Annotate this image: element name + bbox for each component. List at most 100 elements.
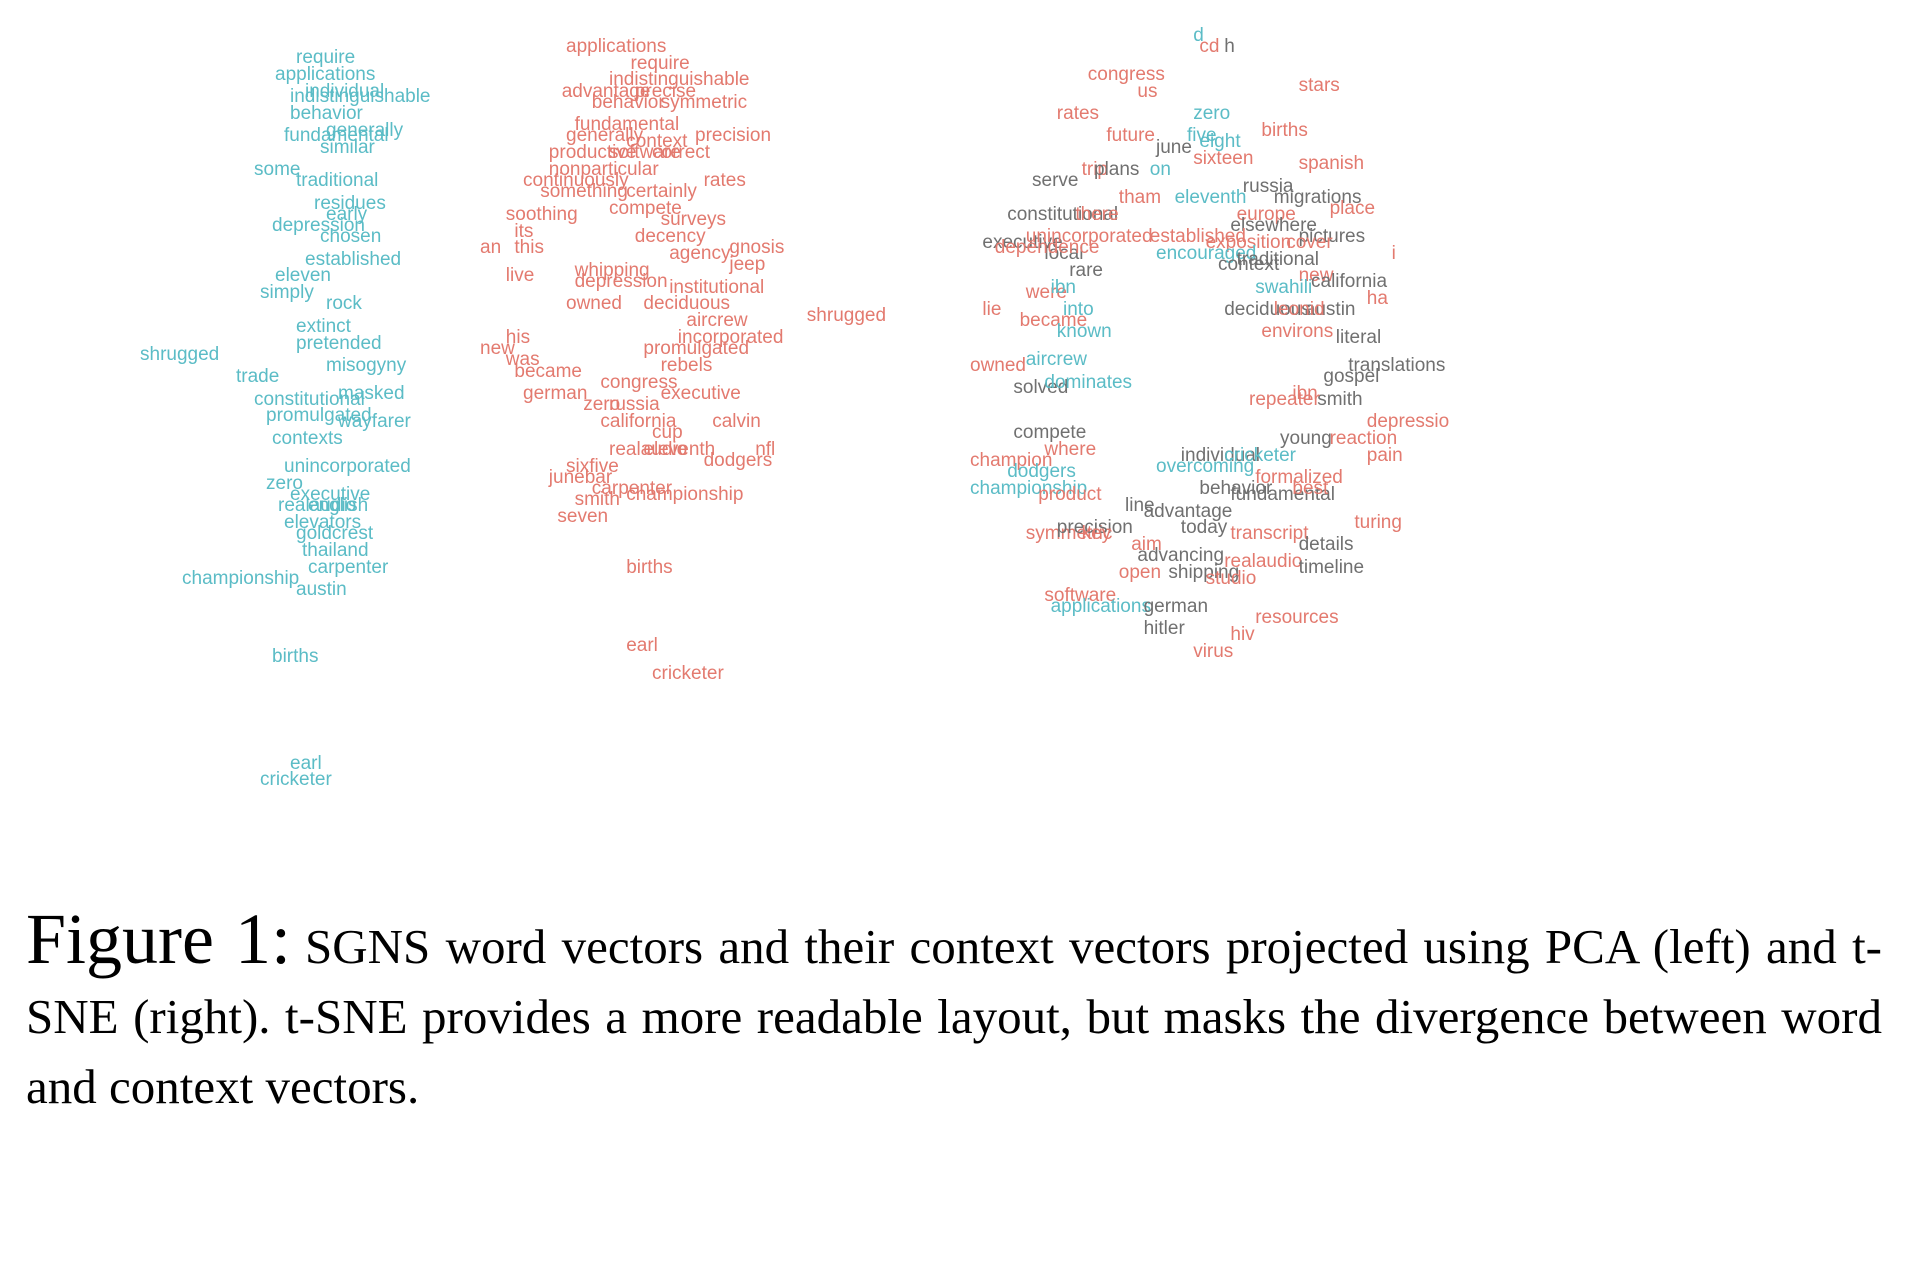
point-label-owned: owned — [566, 293, 622, 315]
point-label-advantage: advantage — [1143, 500, 1233, 522]
point-label-simply: simply — [260, 282, 314, 304]
point-label-aircrew: aircrew — [686, 310, 748, 332]
point-label-precision: precision — [1056, 517, 1133, 539]
point-label-pictures: pictures — [1298, 226, 1366, 248]
point-label-depression: depression — [574, 271, 668, 292]
point-label-indistinguishable: indistinguishable — [290, 86, 431, 108]
point-label-require: require — [296, 47, 356, 68]
point-label-ha: ha — [1366, 287, 1388, 309]
point-label-individual: individual — [305, 80, 385, 102]
point-label-compete: compete — [1013, 422, 1087, 444]
point-label-behavior: behavior — [591, 91, 665, 113]
point-label-fundamental: fundamental — [1230, 483, 1335, 505]
point-label-junebar: junebar — [548, 467, 613, 488]
point-label-known: known — [1056, 321, 1112, 343]
point-label-zero: zero — [583, 394, 621, 416]
point-label-correct: correct — [652, 142, 711, 164]
point-label-deciduous: deciduous — [1224, 299, 1311, 320]
point-label-applications: applications — [1050, 595, 1151, 617]
point-label-five: five — [1187, 125, 1217, 147]
point-label-compete: compete — [609, 198, 682, 220]
point-label-gnosis: gnosis — [729, 237, 785, 259]
point-label-german: german — [523, 383, 588, 404]
point-label-carpenter: carpenter — [308, 556, 389, 578]
point-label-contexts: contexts — [272, 427, 343, 449]
pca-word-vectors-plot: require applications individual indistingui… — [140, 0, 480, 860]
point-label-exposition: exposition — [1205, 231, 1292, 253]
pca-context-vectors-plot: applications require indistinguishable adva… — [480, 0, 950, 860]
point-label-zero: zero — [266, 472, 303, 494]
point-label-key: key — [1081, 523, 1112, 544]
point-label-nonparticular: nonparticular — [548, 159, 659, 180]
point-label-shrugged: shrugged — [140, 343, 220, 365]
point-label-eleventh: eleventh — [643, 439, 716, 460]
point-label-advantage: advantage — [561, 80, 651, 102]
caption-label: Figure 1: — [26, 899, 292, 979]
point-label-english: english — [308, 495, 369, 516]
point-label-where: where — [1044, 439, 1097, 460]
point-label-smith: smith — [1317, 388, 1363, 410]
point-label-agency: agency — [669, 243, 731, 264]
point-label-symmetric: symmetric — [660, 91, 748, 113]
point-label-spanish: spanish — [1298, 153, 1365, 175]
figure-caption: Figure 1: SGNS word vectors and their con… — [26, 903, 1882, 1122]
point-label-institutional: institutional — [669, 276, 765, 298]
point-label-unincorporated: unincorporated — [284, 455, 411, 477]
point-label-whipping: whipping — [574, 259, 650, 281]
point-label-deciduous: deciduous — [643, 293, 731, 315]
point-label-june: june — [1156, 136, 1192, 158]
point-label-realaudio: realaudio — [1224, 551, 1303, 572]
point-label-realaudio: realaudio — [278, 495, 357, 516]
point-label-timeline: timeline — [1298, 556, 1365, 578]
point-label-software: software — [1044, 584, 1117, 606]
point-label-constitutional: constitutional — [254, 388, 365, 410]
point-label-serve: serve — [1032, 170, 1079, 192]
figure-1: require applications individual indistingui… — [140, 0, 1906, 860]
point-label-extinct: extinct — [296, 315, 351, 337]
point-label-swahili: swahili — [1255, 276, 1313, 298]
point-label-behavior: behavior — [290, 103, 363, 124]
point-label-today: today — [1180, 517, 1228, 539]
point-label-hiv: hiv — [1230, 623, 1255, 645]
point-label-aim: aim — [1131, 534, 1162, 556]
point-label-new: new — [1298, 265, 1334, 287]
point-label-open: open — [1118, 562, 1162, 584]
point-label-eight: eight — [1199, 131, 1241, 152]
point-label-rare: rare — [1069, 259, 1103, 281]
point-label-encouraged: encouraged — [1156, 243, 1257, 264]
point-label-promulgated: promulgated — [266, 405, 372, 427]
point-label-dominates: dominates — [1044, 371, 1133, 393]
point-label-plans: plans — [1094, 159, 1140, 180]
point-label-lie: lie — [982, 299, 1002, 320]
point-label-shipping: shipping — [1168, 562, 1240, 584]
point-label-incorporated: incorporated — [677, 327, 784, 348]
point-label-seven: seven — [557, 506, 609, 528]
point-label-births: births — [626, 556, 673, 578]
point-label-traditional: traditional — [296, 170, 379, 192]
point-label-future: future — [1106, 125, 1155, 147]
point-label-resources: resources — [1255, 607, 1339, 628]
point-label-soothing: soothing — [505, 203, 578, 225]
point-label-into: into — [1063, 299, 1094, 320]
point-label-congress: congress — [1087, 63, 1165, 85]
tsne-plot: d cd h congress us stars rates zero births future… — [970, 0, 1906, 860]
point-label-cricketer: cricketer — [260, 769, 332, 791]
point-label-dodgers: dodgers — [703, 450, 773, 472]
point-label-ibn: ibn — [1292, 383, 1318, 404]
point-label-cricketer: cricketer — [652, 663, 724, 684]
point-label-this: this — [514, 237, 544, 259]
point-label-something: something — [540, 181, 628, 203]
point-label-austin: austin — [1304, 299, 1356, 320]
point-label-software: software — [609, 142, 681, 164]
point-label-california: california — [600, 411, 677, 432]
point-label-continuously: continuously — [523, 170, 629, 192]
point-label-thailand: thailand — [302, 539, 369, 561]
point-label-champion: champion — [970, 450, 1053, 472]
point-label-its: its — [514, 220, 534, 242]
point-label-jeep: jeep — [729, 254, 766, 276]
point-label-studio: studio — [1205, 567, 1257, 589]
point-label-line: line — [1125, 495, 1155, 516]
point-label-traditional: traditional — [1236, 248, 1319, 270]
point-label-new: new — [480, 338, 515, 360]
point-label-some: some — [254, 159, 301, 180]
